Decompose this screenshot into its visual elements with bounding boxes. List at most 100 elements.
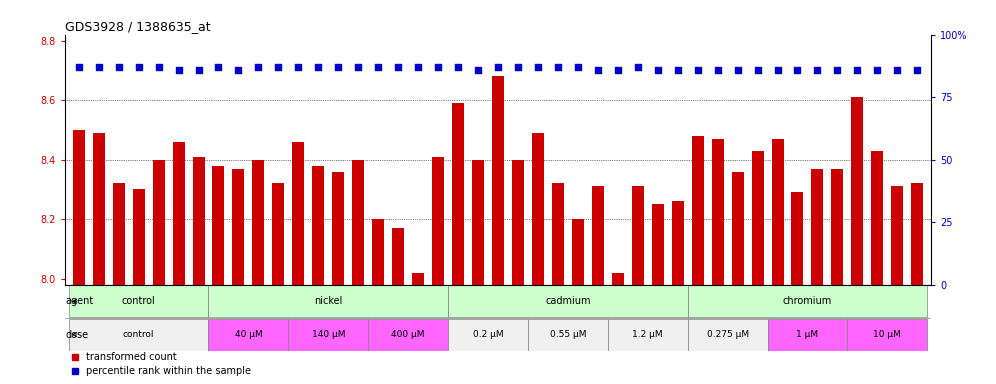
Bar [69, 285, 208, 317]
Text: 0.275 μM: 0.275 μM [706, 330, 749, 339]
Point [91, 64, 107, 70]
Point [889, 66, 905, 73]
Bar [608, 319, 687, 351]
Bar [412, 273, 424, 285]
Point [311, 64, 327, 70]
Text: control: control [122, 296, 155, 306]
Bar [752, 151, 764, 285]
Bar [152, 160, 164, 285]
Bar [768, 319, 848, 351]
Bar [592, 186, 604, 285]
Point [870, 66, 885, 73]
Text: 0.55 μM: 0.55 μM [550, 330, 586, 339]
Bar [852, 97, 864, 285]
Text: 1.2 μM: 1.2 μM [632, 330, 663, 339]
Bar [472, 160, 484, 285]
Bar [872, 151, 883, 285]
Text: 1 μM: 1 μM [797, 330, 819, 339]
Point [450, 64, 466, 70]
Bar [651, 204, 663, 285]
Point [190, 66, 206, 73]
Point [570, 64, 586, 70]
Bar [687, 285, 927, 317]
Bar [452, 103, 464, 285]
Text: percentile rank within the sample: percentile rank within the sample [87, 366, 251, 376]
Bar [192, 157, 204, 285]
Text: agent: agent [65, 296, 94, 306]
Bar [552, 184, 564, 285]
Bar [252, 160, 264, 285]
Point [230, 66, 246, 73]
Bar [732, 172, 744, 285]
Point [710, 66, 726, 73]
Bar [631, 186, 643, 285]
Point [150, 64, 166, 70]
Bar [289, 319, 369, 351]
Bar [532, 133, 544, 285]
Point [790, 66, 806, 73]
Point [270, 64, 286, 70]
Bar [208, 319, 289, 351]
Point [430, 64, 446, 70]
Bar [711, 139, 724, 285]
Text: dose: dose [65, 329, 89, 339]
Bar [69, 319, 208, 351]
Point [410, 64, 426, 70]
Point [610, 66, 625, 73]
Point [210, 64, 226, 70]
Text: 10 μM: 10 μM [873, 330, 901, 339]
Text: control: control [123, 330, 154, 339]
Point [351, 64, 367, 70]
Bar [492, 76, 504, 285]
Point [371, 64, 386, 70]
Bar [132, 189, 144, 285]
Bar [528, 319, 608, 351]
Point [170, 66, 186, 73]
Bar [911, 184, 923, 285]
Point [669, 66, 685, 73]
Point [250, 64, 266, 70]
Bar [373, 219, 384, 285]
Point [111, 64, 126, 70]
Bar [293, 142, 305, 285]
Bar [772, 139, 784, 285]
Point [390, 64, 406, 70]
Bar [572, 219, 584, 285]
Bar [272, 184, 285, 285]
Bar [212, 166, 224, 285]
Bar [432, 157, 444, 285]
Point [850, 66, 866, 73]
Point [730, 66, 746, 73]
Text: GDS3928 / 1388635_at: GDS3928 / 1388635_at [65, 20, 210, 33]
Bar [232, 169, 244, 285]
Text: chromium: chromium [783, 296, 832, 306]
Bar [369, 319, 448, 351]
Point [590, 66, 606, 73]
Point [130, 64, 146, 70]
Bar [691, 136, 703, 285]
Bar [313, 166, 325, 285]
Text: nickel: nickel [314, 296, 343, 306]
Text: cadmium: cadmium [545, 296, 591, 306]
Bar [512, 160, 524, 285]
Point [830, 66, 846, 73]
Point [689, 66, 705, 73]
Bar [687, 319, 768, 351]
Bar [113, 184, 124, 285]
Point [810, 66, 826, 73]
Bar [172, 142, 184, 285]
Text: transformed count: transformed count [87, 352, 177, 362]
Point [750, 66, 766, 73]
Text: 40 μM: 40 μM [234, 330, 262, 339]
Point [530, 64, 546, 70]
Point [470, 66, 486, 73]
Bar [448, 319, 528, 351]
Point [510, 64, 526, 70]
Bar [891, 186, 903, 285]
Bar [812, 169, 824, 285]
Point [550, 64, 566, 70]
Bar [392, 228, 404, 285]
Bar [73, 130, 85, 285]
Point [629, 64, 645, 70]
Point [649, 66, 665, 73]
